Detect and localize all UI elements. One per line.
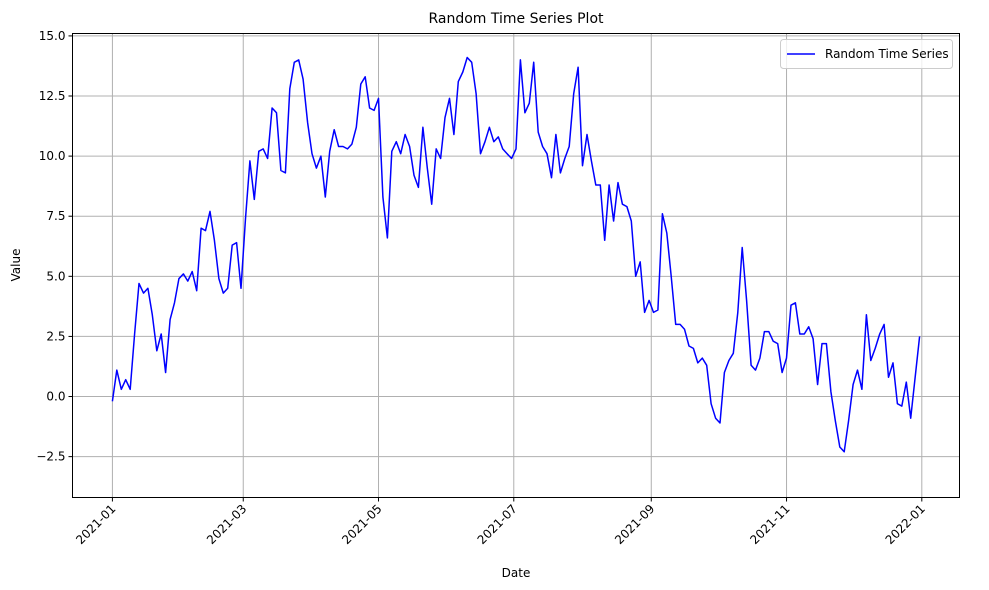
legend-box: [780, 39, 953, 69]
y-tick-label: −2.5: [36, 450, 65, 464]
y-tick-label: 10.0: [39, 149, 66, 163]
plot-frame: [72, 33, 960, 498]
y-axis-title: Value: [9, 249, 23, 282]
legend-label: Random Time Series: [825, 47, 949, 61]
series-layer: [111, 56, 921, 453]
series-line: [111, 56, 921, 453]
y-tick-label: 5.0: [46, 269, 65, 283]
y-tick-label: 7.5: [46, 209, 65, 223]
y-tick-label: 0.0: [46, 390, 65, 404]
y-tick-label: 2.5: [46, 329, 65, 343]
chart-title: Random Time Series Plot: [428, 11, 604, 27]
y-axis: −2.5 0.0 2.5 5.0 7.5 10.0 12.5 15.0: [36, 29, 73, 464]
y-tick-label: 12.5: [39, 89, 66, 103]
x-axis-title: Date: [502, 566, 531, 580]
y-tick-label: 15.0: [39, 29, 66, 43]
legend: Random Time Series: [780, 39, 953, 69]
